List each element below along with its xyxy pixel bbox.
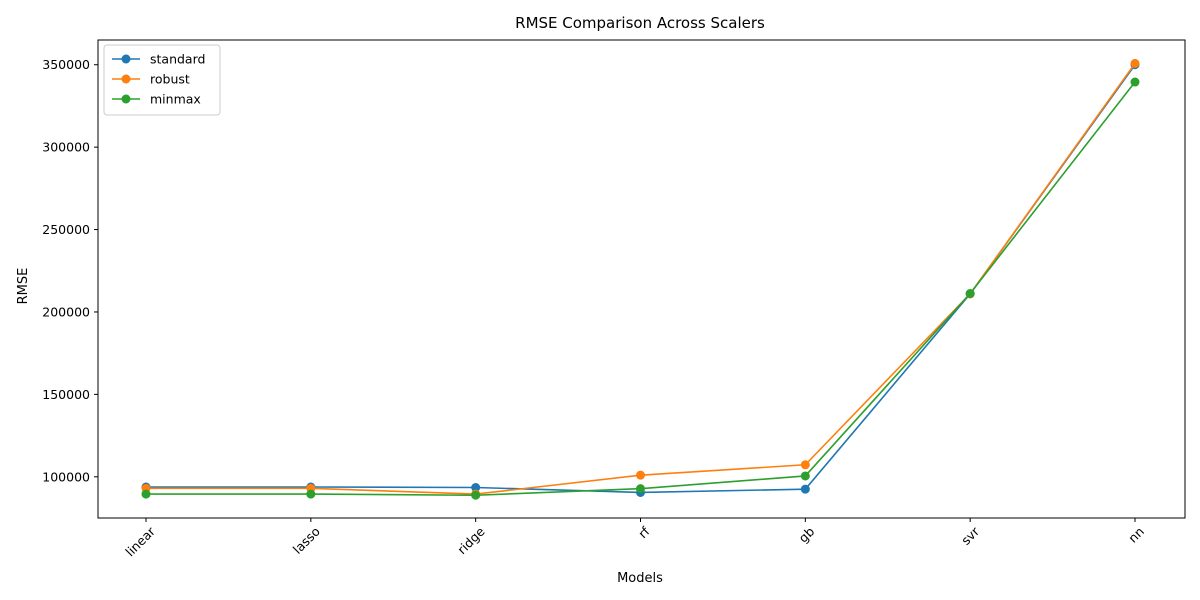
y-tick-label: 150000 xyxy=(42,387,90,402)
chart-title: RMSE Comparison Across Scalers xyxy=(515,14,765,32)
x-tick-label: lasso xyxy=(290,524,323,557)
y-tick-label: 300000 xyxy=(42,140,90,155)
legend: standard robust minmax xyxy=(103,44,221,116)
data-point-minmax xyxy=(965,289,975,299)
y-axis-label: RMSE xyxy=(16,268,31,305)
data-point-standard xyxy=(471,483,481,493)
x-tick-label: svr xyxy=(958,523,983,548)
y-tick-label: 250000 xyxy=(42,222,90,237)
data-point-robust xyxy=(800,460,810,470)
x-tick-label: gb xyxy=(796,524,818,546)
plot-frame xyxy=(97,39,1186,519)
data-point-minmax xyxy=(800,471,810,481)
y-tick-label: 100000 xyxy=(42,469,90,484)
data-point-minmax xyxy=(1130,77,1140,87)
x-tick-label: nn xyxy=(1125,524,1147,546)
y-axis: 100000 150000 200000 250000 300000 350000 xyxy=(42,57,98,484)
x-tick-label: ridge xyxy=(454,524,488,558)
data-point-robust xyxy=(1130,58,1140,68)
plot-area xyxy=(97,39,1186,519)
data-point-minmax xyxy=(141,489,151,499)
data-point-minmax xyxy=(636,484,645,494)
series-minmax xyxy=(141,77,1140,500)
x-tick-label: rf xyxy=(635,523,653,541)
data-point-standard xyxy=(800,484,810,494)
data-point-robust xyxy=(636,470,645,480)
data-point-minmax xyxy=(306,489,316,499)
legend-box xyxy=(103,44,221,116)
legend-marker-minmax xyxy=(121,94,131,104)
legend-marker-robust xyxy=(121,74,131,84)
x-tick-label: linear xyxy=(122,523,158,559)
legend-label-robust: robust xyxy=(150,72,190,87)
y-tick-label: 350000 xyxy=(42,57,90,72)
data-point-minmax xyxy=(471,490,481,500)
x-axis-label: Models xyxy=(617,571,663,586)
y-tick-label: 200000 xyxy=(42,304,90,319)
x-axis: linear lasso ridge rf gb svr nn xyxy=(122,518,1147,559)
series-group xyxy=(141,58,1140,500)
legend-marker-standard xyxy=(121,54,131,64)
legend-label-minmax: minmax xyxy=(150,92,201,107)
legend-label-standard: standard xyxy=(150,52,205,67)
